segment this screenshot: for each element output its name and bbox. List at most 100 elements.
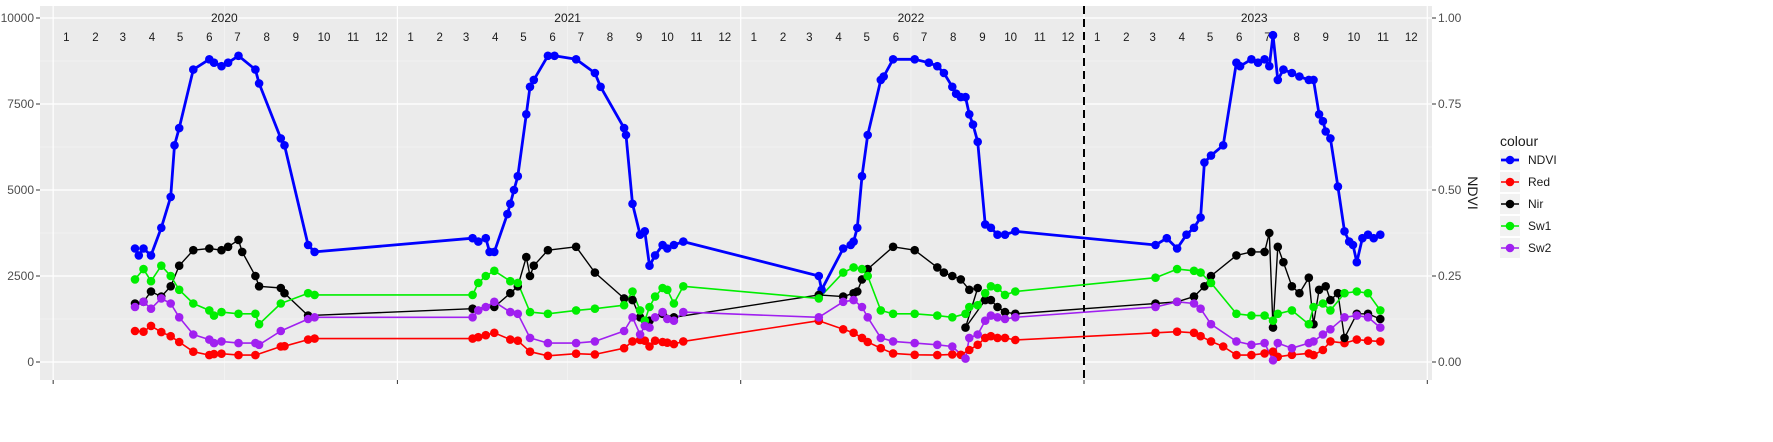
data-point-ndvi	[1333, 182, 1343, 191]
data-point-red	[993, 333, 1002, 343]
data-point-nir	[217, 245, 226, 255]
data-point-red	[130, 326, 140, 336]
data-point-ndvi	[619, 123, 629, 133]
data-point-nir	[189, 245, 198, 255]
left-axis: 0 2500 5000 7500 10000	[1, 11, 40, 369]
legend-key-point	[1505, 199, 1515, 209]
data-point-sw2	[1172, 297, 1182, 307]
data-point-ndvi	[853, 223, 862, 233]
data-point-sw2	[645, 323, 654, 332]
data-point-red	[1206, 337, 1216, 346]
data-point-ndvi	[1265, 61, 1274, 71]
data-point-ndvi	[276, 134, 286, 143]
data-point-nir	[993, 302, 1002, 312]
bottom-axis	[52, 380, 1428, 384]
data-point-red	[645, 342, 654, 351]
month-labels: 1 2 3 4 5 6 7 8 9 10 11 12 1 2 3 4 5 6 7 8 9 10 11 12 1 2 3 4 5 6 7 8 9 1…	[63, 32, 1418, 44]
month-label: 9	[636, 32, 642, 44]
year-label: 2020	[211, 11, 238, 25]
data-point-sw2	[619, 326, 629, 336]
data-point-nir	[965, 285, 974, 295]
data-point-sw1	[1189, 266, 1199, 276]
data-point-ndvi	[961, 92, 970, 102]
left-tick-label: 10000	[1, 11, 35, 25]
data-point-sw1	[1000, 290, 1010, 300]
left-tick-label: 7500	[7, 97, 34, 111]
data-point-sw2	[1268, 356, 1278, 365]
data-point-ndvi	[280, 141, 289, 150]
data-point-sw1	[481, 271, 491, 281]
data-point-red	[1172, 327, 1182, 337]
month-label: 10	[661, 32, 674, 44]
legend: colour NDVI Red Nir Sw1 Sw2	[1500, 133, 1557, 258]
month-label: 5	[177, 32, 183, 44]
data-point-ndvi	[1196, 213, 1205, 222]
month-label: 10	[318, 32, 331, 44]
data-point-sw1	[234, 309, 243, 319]
data-point-sw2	[310, 313, 319, 322]
data-point-red	[513, 336, 523, 346]
data-point-sw1	[1232, 309, 1241, 319]
data-point-sw2	[1206, 319, 1216, 329]
data-point-sw1	[1206, 278, 1216, 288]
data-point-ndvi	[973, 137, 982, 147]
data-point-ndvi	[640, 227, 650, 236]
data-point-sw1	[468, 290, 477, 300]
data-point-ndvi	[965, 110, 974, 119]
data-point-sw2	[166, 299, 175, 308]
data-point-ndvi	[679, 237, 688, 246]
data-point-sw2	[1151, 302, 1160, 312]
data-point-sw2	[986, 311, 996, 320]
data-point-red	[1218, 342, 1228, 351]
data-point-nir	[205, 244, 214, 253]
data-point-ndvi	[838, 244, 848, 253]
data-point-ndvi	[1376, 230, 1385, 239]
month-label: 7	[921, 32, 927, 44]
data-point-sw2	[506, 307, 515, 317]
data-point-red	[1318, 345, 1328, 355]
data-point-nir	[939, 268, 949, 277]
data-point-nir	[1273, 242, 1283, 252]
data-point-ndvi	[130, 244, 140, 253]
data-point-ndvi	[1268, 30, 1278, 40]
data-point-sw2	[1000, 314, 1010, 324]
data-point-red	[973, 340, 982, 350]
data-point-red	[234, 350, 243, 360]
data-point-nir	[1279, 257, 1288, 267]
month-label: 8	[1293, 32, 1299, 44]
data-point-nir	[933, 263, 942, 272]
data-point-sw2	[189, 330, 198, 339]
series-points	[130, 30, 1385, 365]
data-point-nir	[1268, 323, 1278, 332]
data-point-sw2	[543, 338, 553, 348]
data-point-red	[1189, 328, 1199, 338]
month-label: 5	[520, 32, 526, 44]
data-point-ndvi	[481, 233, 491, 243]
data-point-sw1	[1268, 316, 1278, 326]
data-point-sw2	[157, 294, 166, 303]
data-point-nir	[251, 271, 260, 281]
month-label: 6	[893, 32, 899, 44]
data-point-sw2	[1318, 330, 1328, 339]
data-point-sw2	[139, 297, 148, 307]
data-point-red	[474, 332, 483, 342]
data-point-sw1	[1304, 319, 1314, 329]
data-point-nir	[1326, 295, 1335, 305]
data-point-red	[1151, 328, 1160, 338]
data-point-ndvi	[621, 130, 631, 140]
data-point-nir	[1295, 288, 1304, 298]
data-point-sw1	[838, 268, 848, 277]
data-point-ndvi	[669, 240, 679, 250]
data-point-nir	[237, 247, 247, 257]
year-label: 2021	[554, 11, 581, 25]
data-point-sw2	[525, 333, 535, 343]
data-point-red	[310, 334, 319, 343]
data-point-ndvi	[650, 251, 660, 260]
data-point-sw1	[1352, 287, 1362, 296]
data-point-sw2	[234, 338, 243, 348]
plot-panel	[40, 6, 1432, 380]
data-point-ndvi	[814, 271, 824, 281]
month-label: 11	[347, 32, 359, 44]
data-point-ndvi	[590, 68, 600, 78]
data-point-ndvi	[1309, 75, 1318, 85]
